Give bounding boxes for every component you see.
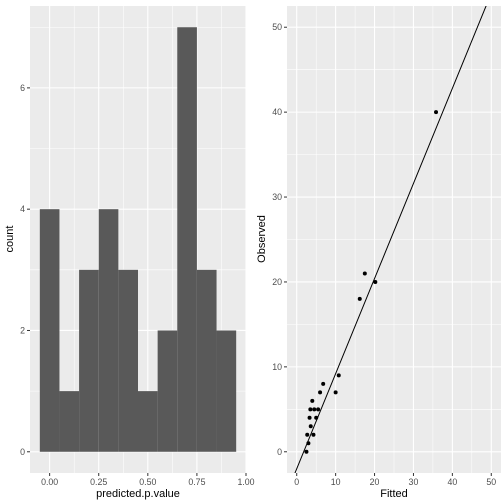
scatter-point [305, 432, 310, 437]
scatter-y-ticks: 0 10 20 30 40 50 [272, 22, 287, 457]
scatter-point [357, 296, 362, 301]
scatter-x-tick-label: 10 [331, 477, 341, 487]
scatter-point [311, 432, 316, 437]
histogram-x-tick-label: 0.25 [90, 477, 107, 487]
histogram-y-tick-label: 0 [20, 447, 25, 457]
histogram-y-ticks: 0 2 4 6 [20, 83, 30, 457]
scatter-point [304, 449, 309, 454]
histogram-y-tick-label: 6 [20, 83, 25, 93]
scatter-point [362, 271, 367, 276]
scatter-y-tick-label: 10 [272, 362, 282, 372]
histogram-x-tick-label: 0.00 [41, 477, 58, 487]
scatter-x-tick-label: 50 [486, 477, 496, 487]
scatter-point [307, 415, 312, 420]
histogram-bar [79, 269, 99, 452]
scatter-point [316, 407, 321, 412]
histogram-x-axis-label: predicted.p.value [96, 488, 180, 500]
histogram-x-ticks: 0.00 0.25 0.50 0.75 1.00 [41, 473, 255, 487]
histogram-bar [177, 27, 197, 452]
histogram-bar [157, 330, 178, 452]
scatter-point [306, 441, 311, 446]
histogram-bar [59, 391, 80, 452]
scatter-point [318, 390, 323, 395]
scatter-point [308, 424, 313, 429]
scatter-point [321, 381, 326, 386]
histogram-bar [98, 209, 119, 452]
scatter-x-tick-label: 40 [447, 477, 457, 487]
scatter-point [373, 279, 378, 284]
scatter-y-tick-label: 40 [272, 107, 282, 117]
scatter-x-tick-label: 30 [409, 477, 419, 487]
histogram-y-tick-label: 2 [20, 325, 25, 335]
scatter-point [308, 407, 313, 412]
scatter-x-ticks: 0 10 20 30 40 50 [294, 473, 496, 487]
histogram-panel: 0.00 0.25 0.50 0.75 1.00 0 2 4 6 predicted.p.va… [4, 6, 255, 500]
scatter-fit-line [294, 6, 487, 473]
histogram-bars [39, 27, 237, 452]
histogram-x-tick-label: 1.00 [237, 477, 254, 487]
histogram-bar [118, 269, 138, 452]
scatter-y-axis-label: Observed [256, 215, 268, 263]
scatter-y-tick-label: 0 [277, 447, 282, 457]
histogram-bar [138, 391, 158, 452]
scatter-x-tick-label: 0 [294, 477, 299, 487]
scatter-x-axis-label: Fitted [380, 488, 408, 500]
scatter-point [434, 110, 439, 115]
scatter-grid [287, 6, 501, 473]
scatter-y-tick-label: 20 [272, 277, 282, 287]
histogram-bar [39, 209, 60, 452]
scatter-x-tick-label: 20 [370, 477, 380, 487]
scatter-points [304, 110, 439, 454]
histogram-bar [216, 330, 237, 452]
histogram-y-tick-label: 4 [20, 204, 25, 214]
histogram-bar [196, 269, 217, 452]
scatter-point [312, 407, 317, 412]
scatter-fit-line-group [294, 6, 487, 473]
scatter-y-tick-label: 30 [272, 192, 282, 202]
scatter-point [310, 398, 315, 403]
histogram-x-tick-label: 0.50 [139, 477, 156, 487]
histogram-y-axis-label: count [4, 226, 16, 253]
scatter-point [314, 415, 319, 420]
histogram-x-tick-label: 0.75 [188, 477, 205, 487]
scatter-y-tick-label: 50 [272, 22, 282, 32]
scatter-point [336, 373, 341, 378]
scatter-point [333, 390, 338, 395]
scatter-panel: 0 10 20 30 40 50 0 10 20 30 40 50 Fitted Observed [256, 6, 501, 500]
